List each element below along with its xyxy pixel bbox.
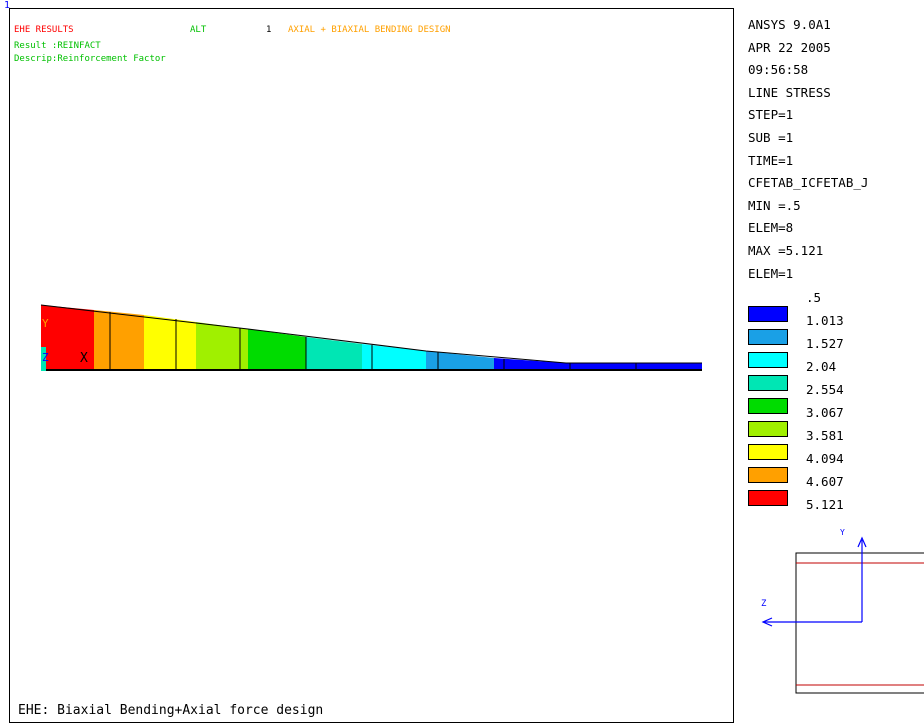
info-line: STEP=1 [748,107,794,123]
alt-description: AXIAL + BIAXIAL BENDING DESIGN [288,25,451,35]
contour-strip-red [41,305,94,371]
z-axis-label: Z [42,351,49,364]
info-line: MIN =.5 [748,197,801,213]
contour-strip-lightblue [426,351,494,371]
alt-label: ALT [190,25,207,35]
info-line: ANSYS 9.0A1 [748,17,831,32]
triad-z-arrowhead [761,617,773,627]
results-title: EHE RESULTS [14,25,74,35]
element-boundaries [109,312,637,371]
legend-panel: ANSYS 9.0A1 APR 22 2005 09:56:58 LINE ST… [748,8,924,723]
info-line: APR 22 2005 [748,39,831,55]
x-axis-label: X [80,351,88,366]
info-block: ANSYS 9.0A1 APR 22 2005 09:56:58 LINE ST… [748,14,868,285]
legend-swatch [748,375,788,391]
legend-label: 2.554 [806,382,844,397]
support-marker [41,347,46,371]
info-line: TIME=1 [748,152,794,168]
plot-caption: EHE: Biaxial Bending+Axial force design [18,703,324,718]
legend-swatch [748,444,788,460]
legend-swatch [748,467,788,483]
info-line: LINE STRESS [748,84,831,100]
triad-z-label: Z [761,599,767,609]
contour-strip-blue [494,358,702,371]
legend-label: 1.013 [806,313,844,328]
legend-swatch [748,490,788,506]
window-number: 1 [4,0,11,11]
info-line: 09:56:58 [748,62,809,78]
section-outline [795,552,924,694]
triad-y-label: Y [840,528,845,537]
graphics-viewport[interactable]: EHE RESULTS ALT 1 AXIAL + BIAXIAL BENDIN… [9,8,734,723]
result-line: Result :REINFACT [14,41,101,51]
beam-top-edge [40,304,702,364]
beam-plot [40,304,702,371]
triad-y-arrowhead [857,536,867,548]
legend-swatch [748,329,788,345]
info-line: SUB =1 [748,129,794,145]
legend-swatch [748,421,788,437]
info-line: ELEM=1 [748,265,794,281]
legend-label: 3.067 [806,405,844,420]
section-view [761,536,924,694]
contour-strip-green [248,329,306,371]
descrip-line: Descrip:Reinforcement Factor [14,54,166,64]
legend-label: .5 [806,290,822,305]
y-axis-label: Y [42,317,49,330]
contour-strip-teal [306,337,362,371]
info-line: CFETAB_ICFETAB_J [748,175,869,191]
alt-number: 1 [266,25,272,35]
legend-label: 2.04 [806,359,837,374]
contour-strip-yellowgreen [196,322,248,371]
legend-label: 4.607 [806,474,844,489]
info-line: MAX =5.121 [748,242,824,258]
legend-swatch [748,306,788,322]
legend-label: 3.581 [806,428,844,443]
contour-strip-yellow [144,315,196,371]
legend-label: 4.094 [806,451,844,466]
contour-strip-cyan [362,344,426,371]
contour-strip-orange [94,310,144,371]
legend-swatch [748,398,788,414]
legend-swatch [748,352,788,368]
info-line: ELEM=8 [748,220,794,236]
legend-label: 5.121 [806,497,844,512]
legend-label: 1.527 [806,336,844,351]
